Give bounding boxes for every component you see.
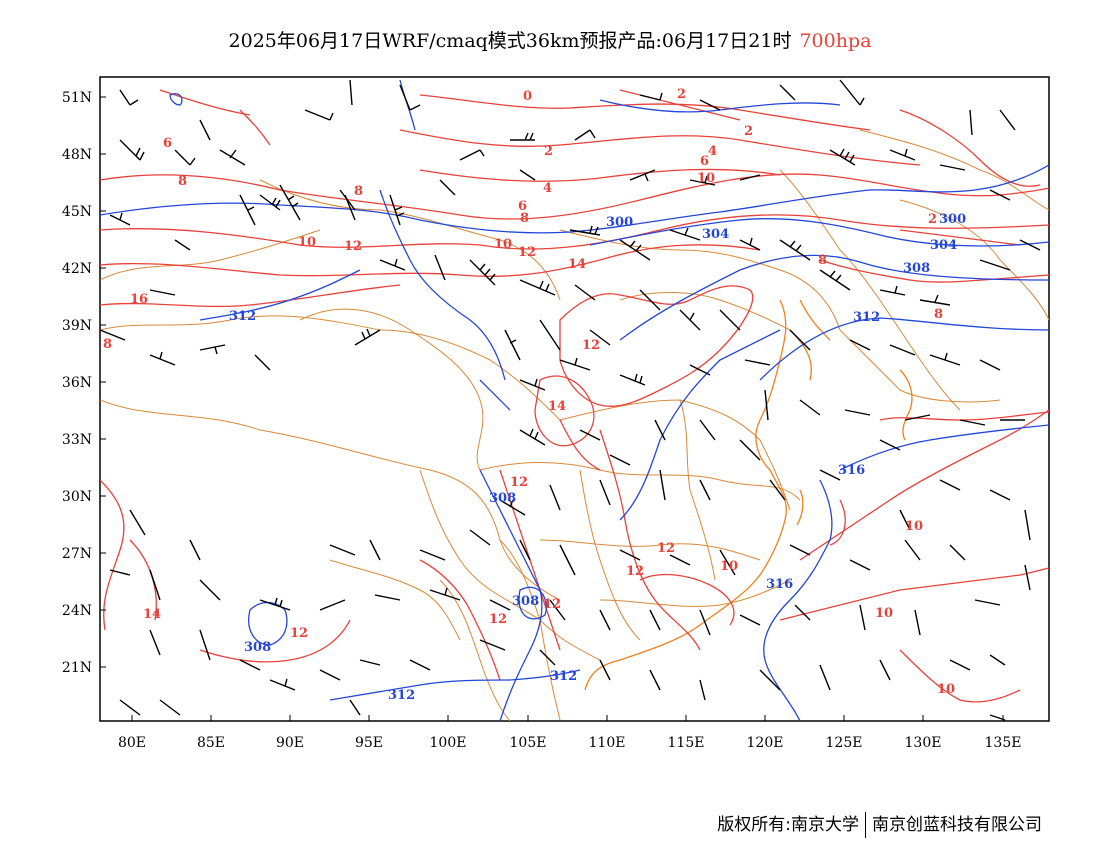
height-label: 304	[702, 227, 729, 242]
temp-label: 10	[298, 235, 316, 250]
title-level: 700hpa	[799, 30, 872, 52]
lat-tick-label: 45N	[62, 204, 92, 220]
lat-axis: 51N 48N 45N 42N 39N 36N 33N 30N 27N 24N …	[62, 90, 92, 676]
temp-label: 16	[130, 292, 148, 307]
lon-tick-label: 110E	[589, 735, 626, 751]
temp-label: 8	[178, 174, 187, 189]
temperature-contours	[100, 89, 1049, 703]
temp-label: 12	[344, 239, 362, 254]
lon-tick-label: 80E	[118, 735, 146, 751]
temp-label: 12	[290, 626, 308, 641]
height-contours	[100, 79, 1049, 721]
lon-tick-label: 125E	[826, 735, 863, 751]
lon-tick-label: 130E	[905, 735, 942, 751]
temp-label: 2	[677, 87, 686, 102]
lon-tick-label: 85E	[197, 735, 225, 751]
temp-label: 12	[518, 245, 536, 260]
lat-tick-label: 39N	[62, 318, 92, 334]
temp-label: 2	[744, 124, 753, 139]
temp-label: 0	[523, 89, 532, 104]
title-main: 2025年06月17日WRF/cmaq模式36km预报产品:06月17日21时	[228, 30, 792, 52]
temp-label: 6	[163, 136, 172, 151]
temp-label: 10	[905, 519, 923, 534]
height-label: 308	[512, 594, 539, 609]
temp-label: 4	[543, 181, 552, 196]
lon-tick-label: 105E	[510, 735, 547, 751]
lat-ticks	[100, 96, 106, 668]
temp-label: 14	[548, 399, 566, 414]
height-label: 312	[229, 309, 256, 324]
plot-frame	[99, 76, 1050, 722]
temp-label: 2	[928, 212, 937, 227]
lat-tick-label: 36N	[62, 375, 92, 391]
temp-label: 12	[543, 597, 561, 612]
temp-label: 8	[934, 307, 943, 322]
height-label-group: 300 304 304 308 312 312 316 316 308 308 …	[229, 212, 966, 703]
temp-label: 10	[494, 237, 512, 252]
temp-label: 2	[544, 144, 553, 159]
admin-boundaries	[100, 129, 1049, 721]
height-label: 312	[550, 669, 577, 684]
temp-label: 6	[518, 199, 527, 214]
temp-label: 6	[700, 154, 709, 169]
lat-tick-label: 24N	[62, 603, 92, 619]
temp-label: 12	[510, 475, 528, 490]
lat-tick-label: 30N	[62, 489, 92, 505]
temp-label: 10	[937, 682, 955, 697]
temp-label: 12	[489, 612, 507, 627]
copyright-owner: 版权所有:南京大学	[717, 815, 859, 835]
temp-label: 12	[626, 564, 644, 579]
temp-label: 14	[568, 257, 586, 272]
coastline	[584, 299, 913, 691]
temp-label: 10	[697, 171, 715, 186]
lat-tick-label: 33N	[62, 432, 92, 448]
height-label: 304	[930, 238, 957, 253]
lon-tick-label: 90E	[276, 735, 304, 751]
temp-label: 4	[708, 144, 717, 159]
temp-label: 8	[354, 184, 363, 199]
lat-tick-label: 48N	[62, 147, 92, 163]
temp-label: 8	[103, 337, 112, 352]
height-label: 308	[489, 491, 516, 506]
footer-divider	[865, 812, 866, 838]
temp-label: 12	[582, 338, 600, 353]
height-label: 312	[853, 310, 880, 325]
chart-title: 2025年06月17日WRF/cmaq模式36km预报产品:06月17日21时 7…	[0, 26, 1100, 53]
lon-tick-label: 95E	[355, 735, 383, 751]
lat-tick-label: 27N	[62, 546, 92, 562]
height-label: 316	[766, 577, 793, 592]
temperature-label-group: 0 2 2 2 4 4 6 6 6 8 8 8 8 8 8 10 10 10 1…	[103, 87, 955, 697]
height-label: 300	[606, 215, 633, 230]
height-label: 308	[244, 640, 271, 655]
temp-label: 10	[875, 606, 893, 621]
copyright-footer: 版权所有:南京大学 南京创蓝科技有限公司	[717, 810, 1042, 838]
temp-label: 10	[720, 559, 738, 574]
temp-label: 8	[818, 253, 827, 268]
height-label: 312	[388, 688, 415, 703]
lon-tick-label: 100E	[430, 735, 467, 751]
lon-tick-label: 120E	[747, 735, 784, 751]
lon-axis: 80E 85E 90E 95E 100E 105E 110E 115E 120E…	[118, 735, 1022, 751]
temp-label: 8	[520, 211, 529, 226]
copyright-company: 南京创蓝科技有限公司	[872, 815, 1042, 835]
lon-tick-label: 115E	[668, 735, 705, 751]
lat-tick-label: 51N	[62, 90, 92, 106]
height-label: 300	[939, 212, 966, 227]
temp-label: 14	[143, 607, 161, 622]
lat-tick-label: 21N	[62, 660, 92, 676]
wind-barbs	[100, 79, 1041, 721]
lon-tick-label: 135E	[985, 735, 1022, 751]
height-label: 316	[838, 463, 865, 478]
height-label: 308	[903, 261, 930, 276]
temp-label: 12	[657, 541, 675, 556]
lat-tick-label: 42N	[62, 261, 92, 277]
lon-ticks	[131, 715, 1004, 721]
